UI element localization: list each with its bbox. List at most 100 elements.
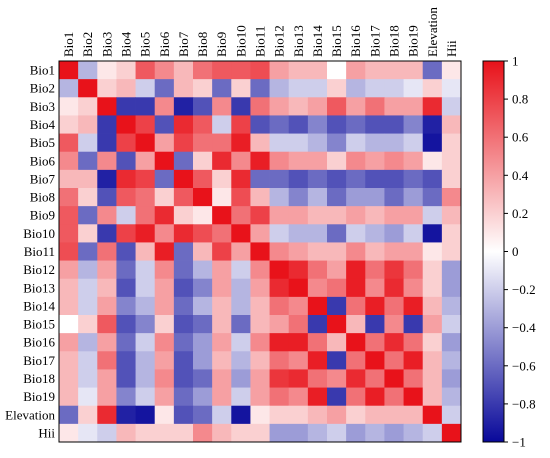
cell-bio16-hii: [441, 333, 462, 352]
cell-bio7-bio15: [327, 169, 347, 189]
cell-bio7-bio18: [384, 169, 404, 189]
cell-bio10-bio18: [384, 224, 404, 243]
cell-bio19-bio7: [173, 387, 194, 407]
cell-bio2-bio19: [403, 79, 424, 98]
cell-bio18-bio19: [403, 369, 424, 388]
cell-bio10-bio7: [173, 224, 194, 243]
cell-bio13-bio10: [231, 278, 251, 298]
cell-bio6-bio15: [327, 151, 347, 171]
cell-bio9-bio18: [384, 206, 404, 225]
cell-bio10-bio15: [327, 224, 347, 243]
cell-bio19-elevation: [422, 387, 443, 407]
cell-bio18-bio10: [231, 369, 251, 388]
row-label-bio12: Bio12: [23, 262, 55, 277]
cell-bio17-bio2: [78, 351, 98, 370]
cell-bio11-bio18: [384, 242, 404, 261]
cell-bio19-bio10: [231, 387, 251, 407]
cell-bio5-bio18: [384, 133, 404, 153]
cell-bio6-bio10: [231, 151, 251, 171]
cell-bio1-bio10: [231, 61, 251, 80]
cell-bio12-bio2: [78, 260, 98, 280]
cell-bio2-bio18: [384, 79, 404, 98]
cell-bio12-bio13: [288, 260, 309, 280]
cell-bio19-bio2: [78, 387, 98, 407]
cell-bio7-bio4: [116, 169, 136, 189]
column-label-hii: Hii: [444, 40, 459, 57]
cell-bio17-bio17: [365, 351, 385, 370]
cell-bio4-bio8: [193, 115, 213, 134]
cell-bio10-elevation: [422, 224, 443, 243]
row-label-bio11: Bio11: [24, 244, 55, 259]
cell-bio9-bio9: [212, 206, 232, 225]
cell-bio10-bio12: [269, 224, 290, 243]
cell-bio19-bio18: [384, 387, 404, 407]
colorbar-tick-label: −1: [512, 435, 526, 450]
cell-bio12-bio19: [403, 260, 424, 280]
cell-bio8-bio4: [116, 188, 136, 207]
cell-bio3-bio6: [154, 97, 175, 116]
cell-bio15-bio14: [307, 315, 328, 334]
cell-bio9-bio14: [307, 206, 328, 225]
cell-hii-bio8: [193, 423, 213, 443]
cell-bio12-bio12: [269, 260, 290, 280]
cell-hii-bio18: [384, 423, 404, 443]
cell-bio16-bio16: [346, 333, 366, 352]
cell-bio17-bio9: [212, 351, 232, 370]
cell-elevation-bio1: [59, 405, 79, 425]
cell-bio8-bio16: [346, 188, 366, 207]
cell-bio3-bio15: [327, 97, 347, 116]
cell-bio16-bio6: [154, 333, 175, 352]
cell-bio14-bio11: [250, 296, 270, 316]
cell-bio8-bio2: [78, 188, 98, 207]
cell-bio3-elevation: [422, 97, 443, 116]
row-label-bio1: Bio1: [30, 63, 55, 78]
cell-hii-bio2: [78, 423, 98, 443]
row-label-bio5: Bio5: [30, 135, 55, 150]
cell-bio4-bio10: [231, 115, 251, 134]
cell-bio7-bio9: [212, 169, 232, 189]
cell-bio12-bio5: [135, 260, 156, 280]
cell-elevation-hii: [441, 405, 462, 425]
cell-bio11-bio12: [269, 242, 290, 261]
cell-hii-bio4: [116, 423, 136, 443]
cell-bio19-bio1: [59, 387, 79, 407]
cell-bio12-hii: [441, 260, 462, 280]
heatmap-cells: [59, 61, 462, 443]
cell-bio15-bio16: [346, 315, 366, 334]
cell-hii-bio14: [307, 423, 328, 443]
cell-bio11-bio11: [250, 242, 270, 261]
cell-bio7-bio8: [193, 169, 213, 189]
cell-bio6-bio5: [135, 151, 156, 171]
cell-bio7-bio12: [269, 169, 290, 189]
cell-bio18-bio13: [288, 369, 309, 388]
cell-elevation-bio8: [193, 405, 213, 425]
cell-bio16-bio17: [365, 333, 385, 352]
cell-bio11-bio10: [231, 242, 251, 261]
cell-bio12-bio3: [97, 260, 117, 280]
cell-hii-bio15: [327, 423, 347, 443]
cell-bio10-bio3: [97, 224, 117, 243]
cell-hii-elevation: [422, 423, 443, 443]
cell-bio19-bio17: [365, 387, 385, 407]
cell-hii-bio5: [135, 423, 156, 443]
cell-bio7-bio6: [154, 169, 175, 189]
cell-hii-hii: [441, 423, 462, 443]
column-label-bio1: Bio1: [61, 32, 76, 57]
cell-bio10-bio1: [59, 224, 79, 243]
cell-bio16-bio5: [135, 333, 156, 352]
cell-bio18-bio18: [384, 369, 404, 388]
column-label-bio16: Bio16: [348, 25, 363, 57]
cell-bio14-bio16: [346, 296, 366, 316]
cell-bio15-bio13: [288, 315, 309, 334]
cell-bio19-bio3: [97, 387, 117, 407]
row-label-bio14: Bio14: [23, 298, 55, 313]
cell-bio4-bio4: [116, 115, 136, 134]
cell-bio6-hii: [441, 151, 462, 171]
cell-bio12-bio18: [384, 260, 404, 280]
column-label-bio4: Bio4: [119, 31, 134, 57]
cell-hii-bio9: [212, 423, 232, 443]
cell-bio5-bio2: [78, 133, 98, 153]
cell-bio13-bio8: [193, 278, 213, 298]
cell-bio17-bio12: [269, 351, 290, 370]
